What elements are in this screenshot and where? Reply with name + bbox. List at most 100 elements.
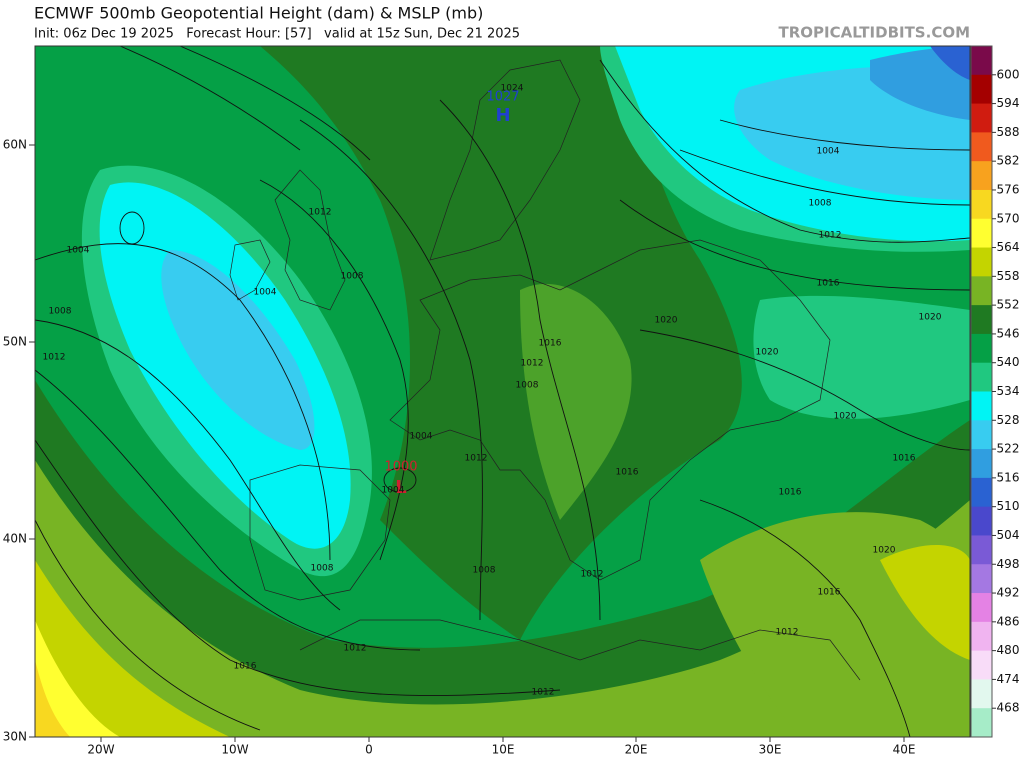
colorbar-cell (971, 247, 992, 277)
lon-label: 0 (365, 743, 373, 757)
colorbar-cell (971, 132, 992, 162)
colorbar-label: 480 (997, 643, 1020, 657)
source: TROPICALTIDBITS.COM (779, 24, 971, 42)
colorbar-label: 570 (997, 211, 1020, 225)
isobar-label: 1008 (473, 566, 496, 576)
colorbar-cell (971, 218, 992, 249)
subtitle: Init: 06z Dec 19 2025 Forecast Hour: [57… (34, 27, 520, 42)
isobar-label: 1016 (779, 488, 802, 498)
isobar-label: 1004 (254, 288, 277, 298)
title: ECMWF 500mb Geopotential Height (dam) & … (34, 4, 483, 23)
lon-label: 40E (893, 743, 916, 757)
colorbar-label: 522 (997, 442, 1020, 456)
colorbar-label: 498 (997, 557, 1020, 571)
isobar-label: 1004 (817, 147, 840, 157)
colorbar-cell (971, 391, 992, 421)
colorbar-label: 534 (997, 384, 1020, 398)
colorbar-cell (971, 535, 992, 565)
lon-label: 10W (221, 743, 248, 757)
pressure-center-label: L (395, 477, 406, 498)
colorbar-cell (971, 506, 992, 536)
isobar-label: 1020 (655, 316, 678, 326)
isobar-label: 1004 (67, 246, 90, 256)
isobar-label: 1012 (581, 570, 604, 580)
isobar-label: 1016 (234, 662, 257, 672)
isobar-label: 1008 (341, 272, 364, 282)
isobar-label: 1008 (311, 564, 334, 574)
colorbar-label: 474 (997, 672, 1020, 686)
isobar-label: 1012 (776, 628, 799, 638)
colorbar-label: 486 (997, 614, 1020, 628)
isobar-label: 1012 (532, 688, 555, 698)
isobar-label: 1012 (465, 454, 488, 464)
colorbar-label: 564 (997, 240, 1020, 254)
isobar-label: 1016 (818, 588, 841, 598)
isobar-label: 1020 (756, 348, 779, 358)
isobar-label: 1020 (834, 412, 857, 422)
isobar-label: 1020 (919, 313, 942, 323)
colorbar-label: 492 (997, 586, 1020, 600)
pressure-center-value: 1027 (486, 90, 519, 105)
colorbar-cell (971, 74, 992, 105)
isobar-label: 1012 (309, 208, 332, 218)
isobar-label: 1016 (817, 279, 840, 289)
colorbar-cell (971, 276, 992, 306)
axes: 60N 50N 40N 30N 20W 10W 0 10E 20E 30E 40E (3, 138, 916, 757)
map (35, 46, 970, 737)
isobar-label: 1012 (521, 359, 544, 369)
lat-label: 60N (3, 138, 27, 152)
colorbar-label: 582 (997, 154, 1020, 168)
colorbar-label: 600 (997, 67, 1020, 81)
colorbar-label: 516 (997, 470, 1020, 484)
colorbar-label: 540 (997, 355, 1020, 369)
colorbar-cell (971, 189, 992, 220)
lon-label: 20W (87, 743, 114, 757)
lat-label: 50N (3, 335, 27, 349)
colorbar-cell (971, 420, 992, 450)
colorbar-cell (971, 477, 992, 508)
isobar-label: 1012 (344, 644, 367, 654)
isobar-label: 1016 (893, 454, 916, 464)
isobar-label: 1012 (43, 353, 66, 363)
colorbar-label: 588 (997, 125, 1020, 139)
isobar-label: 1004 (382, 486, 405, 496)
colorbar-cell (971, 161, 992, 191)
colorbar-cell (971, 103, 992, 133)
isobar-label: 1012 (819, 231, 842, 241)
colorbar-cell (971, 333, 992, 364)
colorbar-label: 468 (997, 701, 1020, 715)
colorbar-label: 558 (997, 269, 1020, 283)
colorbar-cell (971, 708, 992, 738)
isobar-label: 1016 (616, 468, 639, 478)
lat-label: 40N (3, 532, 27, 546)
lat-label: 30N (3, 730, 27, 744)
colorbar-label: 504 (997, 528, 1020, 542)
colorbar-cell (971, 564, 992, 594)
colorbar-label: 510 (997, 499, 1020, 513)
colorbar-label: 594 (997, 96, 1020, 110)
pressure-center-label: H (495, 105, 510, 126)
colorbar-label: 576 (997, 182, 1020, 196)
isobar-label: 1020 (873, 546, 896, 556)
colorbar-cell (971, 621, 992, 652)
colorbar-label: 546 (997, 326, 1020, 340)
colorbar-cell (971, 449, 992, 479)
colorbar-cell (971, 593, 992, 623)
isobar-label: 1016 (539, 339, 562, 349)
colorbar-label: 552 (997, 298, 1020, 312)
pressure-center-value: 1000 (384, 460, 417, 475)
colorbar-cell (971, 46, 992, 76)
lon-label: 20E (625, 743, 648, 757)
isobar-label: 1008 (809, 199, 832, 209)
isobar-label: 1008 (49, 307, 72, 317)
colorbar-label: 528 (997, 413, 1020, 427)
isobar-label: 1004 (410, 432, 433, 442)
lon-label: 10E (492, 743, 515, 757)
colorbar-cell (971, 679, 992, 709)
isobar-label: 1008 (516, 381, 539, 391)
lon-label: 30E (759, 743, 782, 757)
colorbar-cell (971, 650, 992, 680)
isobar-label: 1024 (501, 84, 524, 94)
